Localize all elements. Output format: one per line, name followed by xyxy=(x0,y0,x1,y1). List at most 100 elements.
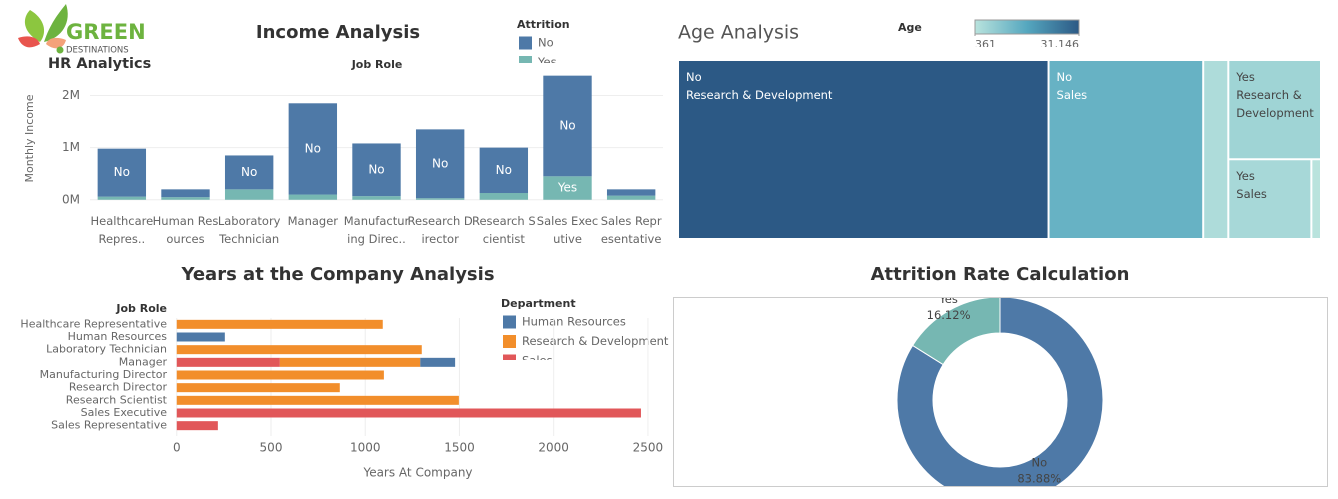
column-header: Job Role xyxy=(351,58,403,71)
legend-title: Attrition xyxy=(517,18,570,31)
bar xyxy=(606,189,656,196)
y-tick-label: Research Director xyxy=(69,381,168,394)
legend-swatch xyxy=(503,315,516,329)
legend-tick-label: 31,146 xyxy=(1041,38,1080,51)
treemap-label-line: No xyxy=(686,70,702,84)
treemap-cell xyxy=(1229,61,1320,159)
bar xyxy=(97,196,147,200)
x-tick-label: Laboratory Technician xyxy=(217,213,281,246)
x-tick-label: 500 xyxy=(260,441,283,455)
bar xyxy=(224,155,274,190)
x-axis-label: Years At Company xyxy=(362,466,472,480)
bar xyxy=(161,189,210,198)
x-tick-label: 1000 xyxy=(350,441,381,455)
bar xyxy=(176,370,384,380)
bar xyxy=(415,129,465,199)
bar xyxy=(176,395,459,405)
bar xyxy=(543,75,592,177)
donut-value-label: 83.88% xyxy=(1017,471,1061,485)
bar xyxy=(176,345,422,355)
chart-title: Income Analysis xyxy=(256,22,420,43)
y-tick-label: 2M xyxy=(62,88,80,102)
treemap-cell xyxy=(1312,160,1320,238)
treemap-label-line: No xyxy=(1056,70,1073,84)
bar xyxy=(176,357,280,367)
bar-label: No xyxy=(368,162,384,176)
legend-title: Department xyxy=(501,297,576,310)
x-tick-label: Manager xyxy=(287,213,339,228)
y-axis-label: Monthly Income xyxy=(23,94,36,182)
legend: Attrition No Yes xyxy=(517,18,570,63)
y-tick-label: Healthcare Representative xyxy=(20,317,167,330)
bar xyxy=(352,196,401,200)
bar xyxy=(279,357,421,367)
legend-swatch xyxy=(503,335,516,348)
y-tick-label: Manager xyxy=(119,355,168,368)
treemap-label-line: Research & Development xyxy=(1236,88,1314,120)
treemap-label-line: Sales xyxy=(1056,88,1088,102)
treemap-label: Yes Research & Development xyxy=(1236,68,1313,122)
bar xyxy=(176,421,218,431)
x-tick-label: Sales Representative xyxy=(600,213,662,246)
logo-leaf xyxy=(18,36,40,48)
treemap-label-line: Yes xyxy=(1236,169,1255,184)
bar xyxy=(176,319,383,329)
logo-text: GREEN xyxy=(66,20,146,44)
donut: No 83.88% Yes 16.12% xyxy=(896,292,1104,486)
x-tick-label: Sales Executive xyxy=(536,213,599,246)
y-tick-label: Laboratory Technician xyxy=(46,343,167,356)
legend-color-bar xyxy=(974,19,1080,35)
x-tick-label: Research Scientist xyxy=(471,213,536,246)
bar-label: No xyxy=(305,141,321,155)
x-tick-label: 2500 xyxy=(633,441,664,455)
bar xyxy=(176,383,340,393)
x-tick-label: 1500 xyxy=(444,441,475,455)
treemap-label-line: Research & Development xyxy=(686,88,833,102)
treemap-cell xyxy=(679,61,1048,238)
legend-swatch xyxy=(519,56,532,63)
x-tick-label: 0 xyxy=(173,441,181,455)
donut-label: Yes xyxy=(938,292,958,306)
logo xyxy=(18,4,68,54)
bar xyxy=(352,143,401,197)
treemap-label: No Research & Development xyxy=(686,68,1041,104)
y-tick-label: Research Scientist xyxy=(66,393,168,406)
y-tick-label: Human Resources xyxy=(68,330,168,343)
y-tick-label: 1M xyxy=(62,140,80,154)
bar-label: No xyxy=(496,163,512,177)
logo-leaf xyxy=(46,37,66,49)
y-axis-label: Job Role xyxy=(115,302,167,315)
treemap-label-line: Sales xyxy=(1236,187,1267,202)
legend-label: Research & Development xyxy=(522,334,669,348)
chart-title: Years at the Company Analysis xyxy=(180,264,494,285)
x-tick-label: 2000 xyxy=(538,441,569,455)
legend: Department Human Resources Research & Deve… xyxy=(501,297,669,360)
treemap-cell xyxy=(1049,61,1203,238)
bar xyxy=(288,194,338,200)
legend-title: Age xyxy=(898,21,922,34)
treemap-label-line: Yes xyxy=(1236,70,1255,84)
legend-label: No xyxy=(538,36,554,50)
x-tick-label: Manufacturing Direc.. xyxy=(343,213,410,246)
logo-leaf xyxy=(44,4,68,42)
dashboard-title: HR Analytics xyxy=(48,56,151,72)
bar-label: No xyxy=(559,118,575,132)
bar-label: Yes xyxy=(557,181,577,195)
y-tick-label: 0M xyxy=(62,192,80,206)
donut-value-label: 16.12% xyxy=(927,308,971,322)
donut-frame xyxy=(673,297,1328,487)
bar-label: No xyxy=(241,165,257,179)
y-tick-label: Sales Representative xyxy=(51,419,167,432)
bar xyxy=(479,147,529,194)
bar xyxy=(176,408,641,418)
bar xyxy=(606,195,656,200)
legend-label: Human Resources xyxy=(522,315,626,329)
donut-label: No xyxy=(1031,455,1047,469)
bar xyxy=(288,103,338,195)
treemap-cell xyxy=(1229,160,1311,238)
legend-swatch xyxy=(519,36,532,50)
bar-label: No xyxy=(432,156,448,170)
legend: Age 361 31,146 xyxy=(898,19,1080,51)
